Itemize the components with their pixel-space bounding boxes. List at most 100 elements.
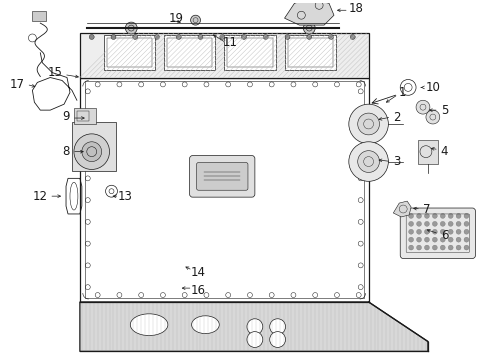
Circle shape (424, 237, 428, 242)
Circle shape (176, 35, 181, 40)
Circle shape (328, 35, 333, 40)
Circle shape (455, 221, 460, 226)
Circle shape (431, 237, 436, 242)
Bar (32, 11, 46, 21)
Circle shape (455, 237, 460, 242)
Circle shape (416, 245, 421, 250)
Circle shape (439, 245, 444, 250)
Circle shape (415, 100, 429, 114)
Text: 8: 8 (62, 145, 70, 158)
Circle shape (439, 229, 444, 234)
Circle shape (357, 113, 379, 135)
Circle shape (447, 245, 452, 250)
Bar (84, 81, 363, 298)
Text: 6: 6 (440, 229, 447, 242)
Circle shape (439, 213, 444, 219)
Circle shape (348, 104, 387, 144)
Circle shape (357, 151, 379, 172)
Circle shape (246, 319, 262, 334)
Bar (227, 38, 272, 67)
Circle shape (133, 35, 138, 40)
Bar (103, 35, 155, 69)
Circle shape (348, 142, 387, 181)
Circle shape (447, 221, 452, 226)
Circle shape (89, 35, 94, 40)
Text: 12: 12 (32, 190, 47, 203)
Circle shape (424, 229, 428, 234)
Bar (287, 38, 332, 67)
Circle shape (125, 22, 137, 34)
Polygon shape (80, 302, 427, 351)
Text: 9: 9 (62, 109, 70, 122)
Circle shape (269, 332, 285, 347)
Circle shape (408, 245, 413, 250)
Circle shape (463, 213, 468, 219)
Circle shape (198, 35, 203, 40)
Bar (80, 77, 368, 302)
Circle shape (431, 221, 436, 226)
Circle shape (424, 245, 428, 250)
Circle shape (81, 142, 102, 162)
Bar (74, 108, 96, 124)
Text: 5: 5 (440, 104, 447, 117)
Circle shape (263, 35, 268, 40)
Circle shape (306, 35, 311, 40)
Circle shape (424, 221, 428, 226)
Circle shape (424, 213, 428, 219)
Text: 7: 7 (422, 203, 429, 216)
FancyBboxPatch shape (196, 162, 247, 190)
Circle shape (463, 221, 468, 226)
Text: 4: 4 (440, 145, 447, 158)
Bar (72, 122, 116, 171)
Ellipse shape (130, 314, 167, 336)
Circle shape (190, 15, 200, 25)
Bar (284, 35, 335, 69)
Circle shape (246, 332, 262, 347)
Bar (224, 35, 275, 69)
Circle shape (408, 229, 413, 234)
Circle shape (455, 213, 460, 219)
Text: 17: 17 (9, 78, 24, 91)
Circle shape (154, 35, 159, 40)
Circle shape (431, 245, 436, 250)
Circle shape (447, 213, 452, 219)
Bar (166, 38, 212, 67)
Text: 16: 16 (190, 284, 205, 297)
Polygon shape (392, 201, 410, 217)
Text: 13: 13 (117, 190, 132, 203)
Circle shape (241, 35, 246, 40)
Circle shape (416, 213, 421, 219)
Text: 15: 15 (47, 66, 62, 79)
Circle shape (303, 22, 315, 34)
Bar (106, 38, 152, 67)
Circle shape (269, 319, 285, 334)
FancyBboxPatch shape (399, 208, 474, 258)
Ellipse shape (191, 316, 219, 334)
Circle shape (463, 245, 468, 250)
Circle shape (416, 221, 421, 226)
Circle shape (74, 134, 109, 170)
Circle shape (111, 35, 116, 40)
Circle shape (439, 221, 444, 226)
Text: 10: 10 (425, 81, 440, 94)
FancyBboxPatch shape (189, 156, 254, 197)
Circle shape (463, 229, 468, 234)
Circle shape (219, 35, 224, 40)
Circle shape (455, 229, 460, 234)
Circle shape (431, 213, 436, 219)
Text: 1: 1 (397, 86, 405, 99)
Circle shape (285, 35, 289, 40)
Text: 19: 19 (168, 12, 183, 25)
Circle shape (408, 221, 413, 226)
Polygon shape (284, 0, 333, 25)
Circle shape (447, 237, 452, 242)
Text: 3: 3 (392, 155, 400, 168)
Circle shape (431, 229, 436, 234)
Circle shape (439, 237, 444, 242)
Circle shape (455, 245, 460, 250)
Text: 2: 2 (392, 111, 400, 123)
Circle shape (349, 35, 354, 40)
Circle shape (416, 237, 421, 242)
Circle shape (447, 229, 452, 234)
Bar (77, 111, 89, 121)
